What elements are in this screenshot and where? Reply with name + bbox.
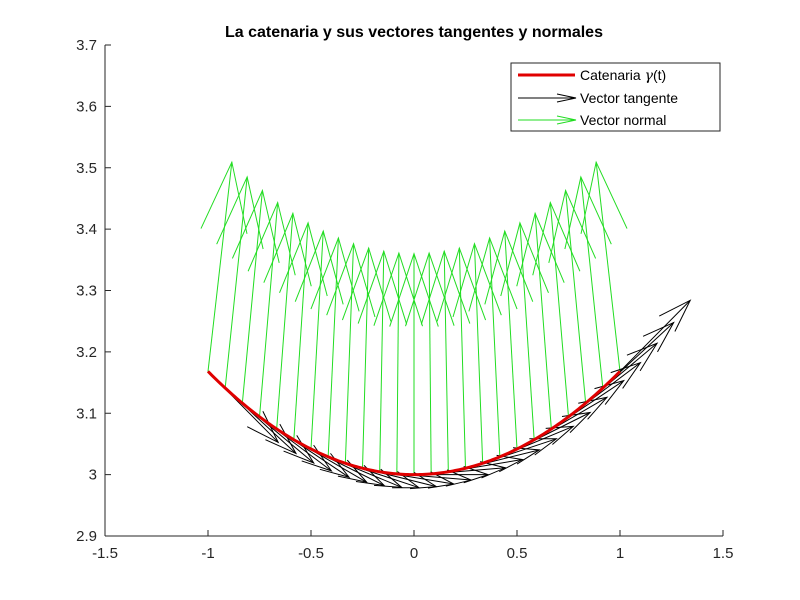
x-tick-label: -1 [201, 545, 214, 562]
normal-vector [580, 160, 628, 372]
x-tick-label: 0 [410, 545, 418, 562]
normal-vector-shaft [362, 248, 370, 469]
normal-vectors [200, 160, 628, 475]
normal-vector-shaft [428, 253, 432, 474]
normal-vector [373, 251, 423, 474]
normal-vector-head [532, 200, 581, 276]
normal-vector-head [420, 249, 471, 325]
normal-vector-shaft [327, 237, 339, 457]
normal-vector-shaft [580, 176, 604, 389]
x-tick-label: 1 [616, 545, 624, 562]
normal-vector-head [216, 175, 264, 250]
tangent-vector-head [610, 361, 642, 389]
legend-arrow-tangent [518, 93, 577, 103]
normal-vector [405, 251, 455, 474]
legend-label-tangent: Vector tangente [580, 90, 678, 106]
normal-vector-head [405, 251, 455, 327]
y-tick-label: 2.9 [76, 528, 97, 545]
normal-vector-shaft [458, 248, 466, 469]
normal-vector-head [564, 175, 612, 250]
normal-vector [200, 160, 248, 372]
tangent-vector-head [626, 342, 659, 372]
y-tick-label: 3 [89, 467, 97, 484]
normal-vector-shaft [241, 190, 263, 404]
normal-vector-shaft [489, 237, 501, 457]
normal-vector-shaft [504, 231, 518, 450]
normal-vector-head [389, 252, 439, 327]
tangent-vector [619, 299, 692, 372]
normal-vector [247, 200, 296, 417]
y-tick-label: 3.7 [76, 37, 97, 54]
x-tick-label: -0.5 [298, 545, 324, 562]
normal-vector-head [516, 211, 565, 287]
normal-vector-head [580, 160, 628, 234]
legend-label-normal: Vector normal [580, 112, 666, 128]
normal-vector-head [231, 188, 280, 263]
normal-vector [420, 249, 471, 472]
normal-vector-shaft [443, 251, 449, 472]
normal-vector-shaft [549, 202, 569, 417]
normal-vector [389, 252, 439, 475]
normal-vector-shaft [534, 213, 552, 430]
normal-vector [516, 211, 565, 430]
normal-vector-shaft [310, 231, 324, 450]
chart-title: La catenaria y sus vectores tangentes y … [225, 24, 603, 41]
normal-vector-shaft [379, 251, 385, 472]
tangent-vector-head [642, 321, 675, 353]
normal-vector-head [200, 160, 248, 234]
normal-vector-shaft [473, 243, 484, 464]
x-tick-label: 0.5 [507, 545, 528, 562]
normal-vector-shaft [519, 222, 535, 440]
normal-vector [564, 175, 612, 389]
x-tick-label: 1.5 [713, 545, 734, 562]
y-tick-label: 3.4 [76, 221, 97, 238]
normal-vector-shaft [207, 162, 233, 372]
normal-vector-shaft [344, 243, 355, 464]
normal-vector [231, 188, 280, 404]
catenary-curve [206, 370, 622, 477]
tangent-vector-head [496, 454, 524, 473]
normal-vector-shaft [276, 213, 294, 430]
normal-vector [216, 175, 264, 389]
axes: -1.5 -1 -0.5 0 0.5 1 1.5 2.9 3 3.1 3.2 3.3 3.4 3.5 3.6… [76, 37, 733, 562]
normal-vector-head [548, 188, 597, 263]
tangent-vector-shaft [619, 299, 691, 372]
y-tick-label: 3.3 [76, 283, 97, 300]
legend: Catenaria γ(t) Vector tangente Vector no… [510, 62, 721, 132]
normal-vector-head [373, 251, 423, 327]
y-tick-label: 3.6 [76, 98, 97, 115]
normal-vector-shaft [396, 253, 400, 474]
normal-vector-shaft [595, 162, 621, 372]
tangent-vector-head [659, 299, 692, 332]
x-tick-label: -1.5 [92, 545, 118, 562]
normal-vector-shaft [259, 202, 279, 417]
y-tick-label: 3.1 [76, 405, 97, 422]
normal-vector-shaft [293, 222, 309, 440]
tangent-vector-head [480, 461, 507, 479]
legend-arrow-normal [518, 115, 577, 125]
normal-vector-head [247, 200, 296, 276]
normal-vector-shaft [565, 190, 587, 404]
normal-vector [532, 200, 581, 417]
normal-vector-shaft [224, 176, 248, 389]
normal-vector [548, 188, 597, 404]
y-tick-label: 3.2 [76, 344, 97, 361]
legend-label-catenary: Catenaria γ(t) [580, 67, 666, 84]
y-tick-label: 3.5 [76, 160, 97, 177]
tangent-vector-head [512, 447, 541, 465]
